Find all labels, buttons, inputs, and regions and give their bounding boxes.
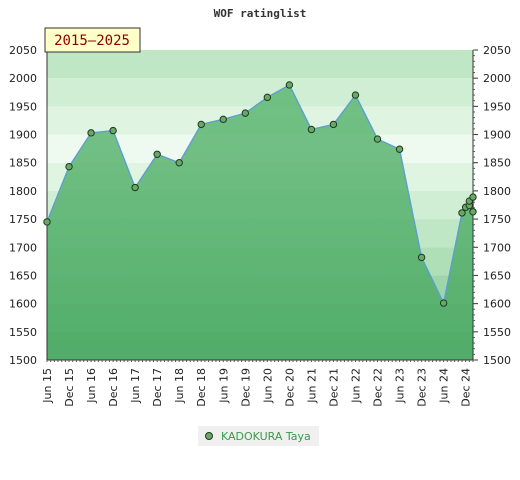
y-tick-label-left: 1700 [9, 241, 37, 254]
data-point [458, 209, 466, 217]
x-tick-label: Jun 20 [261, 368, 274, 404]
y-tick-label-right: 2000 [483, 72, 511, 85]
y-tick-label-left: 1850 [9, 157, 37, 170]
y-tick-label-left: 1600 [9, 298, 37, 311]
x-tick-label: Jun 22 [349, 368, 362, 404]
legend-marker [205, 432, 213, 440]
data-point [439, 299, 448, 307]
y-tick-label-left: 2050 [9, 44, 37, 57]
x-tick-label: Jun 18 [173, 368, 186, 404]
x-tick-label: Dec 20 [283, 368, 296, 407]
series-area-fill [47, 84, 473, 360]
series-points [43, 81, 477, 307]
y-tick-label-right: 1800 [483, 185, 511, 198]
x-tick-label: Jun 23 [394, 368, 407, 404]
y-tick-label-right: 1650 [483, 269, 511, 282]
date-range-label: 2015–2025 [54, 33, 130, 49]
x-tick-label: Jun 15 [41, 368, 54, 404]
y-tick-label-right: 1700 [483, 241, 511, 254]
data-point [395, 145, 404, 153]
y-tick-label-left: 1750 [9, 213, 37, 226]
data-point [307, 125, 316, 134]
chart-title: WOF ratinglist [214, 7, 307, 20]
background-band [47, 50, 473, 79]
data-point [469, 208, 477, 216]
y-tick-label-right: 1950 [483, 100, 511, 113]
legend-label: KADOKURA Taya [221, 429, 311, 443]
y-tick-label-left: 1950 [9, 100, 37, 113]
data-point [65, 162, 73, 171]
x-tick-label: Dec 15 [63, 368, 76, 407]
x-tick-label: Dec 17 [151, 368, 164, 407]
data-point [285, 81, 294, 89]
data-point [417, 253, 426, 262]
x-tick-label: Dec 21 [327, 368, 340, 407]
y-tick-label-left: 1550 [9, 326, 37, 339]
data-point [373, 135, 382, 143]
data-point [109, 126, 117, 135]
x-tick-label: Dec 18 [195, 368, 208, 407]
date-range-badge: 2015–2025 [44, 27, 141, 53]
x-tick-label: Dec 24 [460, 368, 473, 407]
data-point [329, 120, 338, 129]
x-tick-label: Dec 23 [416, 368, 429, 407]
y-tick-label-right: 1900 [483, 129, 511, 142]
y-tick-label-right: 1850 [483, 157, 511, 170]
x-tick-label: Dec 19 [239, 368, 252, 407]
background-band [47, 78, 473, 107]
y-tick-label-left: 2000 [9, 72, 37, 85]
x-tick-label: Jun 24 [438, 368, 451, 404]
x-tick-label: Jun 19 [217, 368, 230, 404]
y-tick-label-left: 1900 [9, 129, 37, 142]
y-tick-label-left: 1800 [9, 185, 37, 198]
data-point [131, 183, 139, 192]
axes: 1500 1500 1550 1550 1600 1600 1650 1650 1700 1700… [9, 44, 511, 407]
x-tick-label: Dec 22 [372, 368, 385, 407]
y-tick-label-right: 2050 [483, 44, 511, 57]
y-tick-label-left: 1500 [9, 354, 37, 367]
y-tick-label-right: 1600 [483, 298, 511, 311]
data-point [351, 91, 360, 99]
data-point [87, 129, 95, 137]
x-tick-label: Jun 21 [305, 368, 318, 404]
x-tick-label: Jun 16 [85, 368, 98, 404]
y-tick-label-left: 1650 [9, 269, 37, 282]
legend: KADOKURA Taya [198, 426, 319, 446]
data-point [263, 93, 272, 102]
y-tick-label-right: 1500 [483, 354, 511, 367]
x-tick-label: Jun 17 [129, 368, 142, 404]
y-tick-label-right: 1550 [483, 326, 511, 339]
data-point [469, 193, 477, 201]
x-tick-label: Dec 16 [107, 368, 120, 407]
data-point [197, 120, 205, 129]
data-point [219, 115, 227, 124]
data-point [241, 109, 250, 117]
data-point [153, 150, 161, 158]
y-tick-label-right: 1750 [483, 213, 511, 226]
data-point [175, 159, 183, 167]
data-point [43, 218, 51, 226]
